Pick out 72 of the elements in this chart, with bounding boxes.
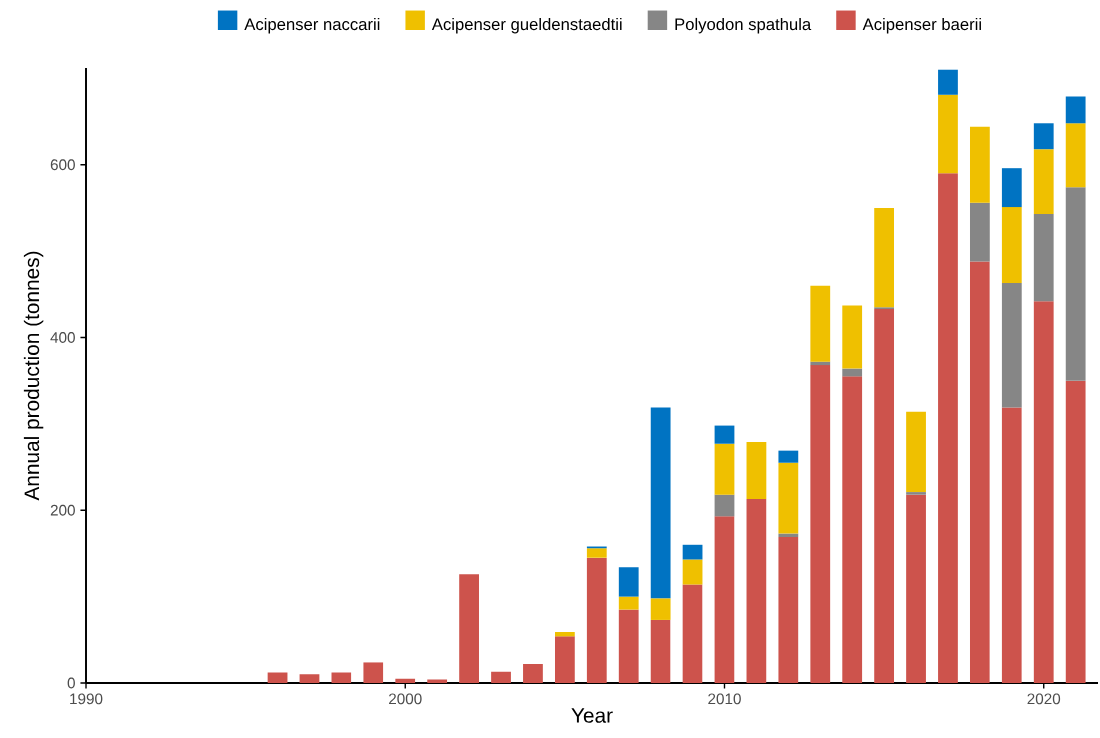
bar [969, 261, 990, 683]
bar [810, 365, 831, 683]
bar [1065, 96, 1086, 124]
legend-label: Acipenser baerii [862, 17, 981, 34]
x-tick-label: 2010 [708, 693, 741, 705]
bar [682, 584, 703, 683]
bar [714, 516, 735, 683]
bar [618, 567, 639, 597]
y-tick-label: 0 [67, 677, 75, 689]
bar [746, 499, 767, 683]
bar [938, 69, 958, 95]
x-tick-label: 2020 [1027, 693, 1061, 705]
bar [267, 672, 288, 683]
bar [938, 173, 958, 683]
bar [906, 494, 926, 683]
bar [554, 636, 575, 683]
bar [618, 596, 639, 610]
bar [810, 285, 831, 362]
bar [650, 598, 671, 620]
bar [459, 574, 479, 683]
bar [682, 559, 703, 585]
legend-label: Polyodon spathula [675, 17, 812, 34]
bar [491, 671, 511, 683]
y-tick-label: 400 [50, 332, 75, 343]
bar [714, 443, 735, 495]
bar [746, 442, 767, 499]
y-tick-label: 600 [50, 159, 75, 171]
bar [586, 557, 607, 683]
bar [906, 492, 926, 495]
bar [1033, 123, 1054, 150]
bar [650, 619, 671, 683]
bar [1065, 187, 1086, 381]
bar [1001, 283, 1022, 408]
bar [778, 450, 799, 463]
bar [1001, 407, 1022, 683]
bar [969, 126, 990, 203]
bar [842, 305, 863, 369]
bar [299, 674, 320, 683]
bar [714, 425, 735, 444]
bar [1065, 380, 1086, 683]
bar [1033, 213, 1054, 302]
bar [331, 672, 352, 683]
bar [842, 376, 863, 683]
legend-label: Acipenser naccarii [244, 17, 380, 34]
bar [554, 632, 575, 637]
y-axis-title: Annual production (tonnes) [23, 251, 44, 501]
x-axis-title: Year [571, 708, 613, 723]
bar [618, 609, 639, 683]
bar [842, 368, 863, 377]
bar [1033, 149, 1054, 214]
x-tick-label: 2000 [389, 693, 422, 705]
bar [363, 662, 384, 683]
bar [1001, 168, 1022, 208]
bar [523, 663, 543, 683]
bar [874, 207, 895, 308]
bar [1033, 301, 1054, 683]
bar [874, 308, 895, 683]
bar [586, 548, 607, 558]
bar [938, 94, 958, 174]
bar [906, 411, 926, 493]
y-tick-label: 200 [50, 504, 75, 516]
bar [650, 407, 671, 599]
bar [1001, 207, 1022, 284]
bar [714, 494, 735, 517]
bar [778, 537, 799, 683]
legend-label: Acipenser gueldenstaedtii [431, 17, 622, 34]
bar [1065, 123, 1086, 188]
bar [682, 544, 703, 560]
bar [969, 202, 990, 262]
bar [395, 678, 416, 683]
x-tick-label: 1990 [70, 693, 103, 705]
bar [778, 462, 799, 534]
